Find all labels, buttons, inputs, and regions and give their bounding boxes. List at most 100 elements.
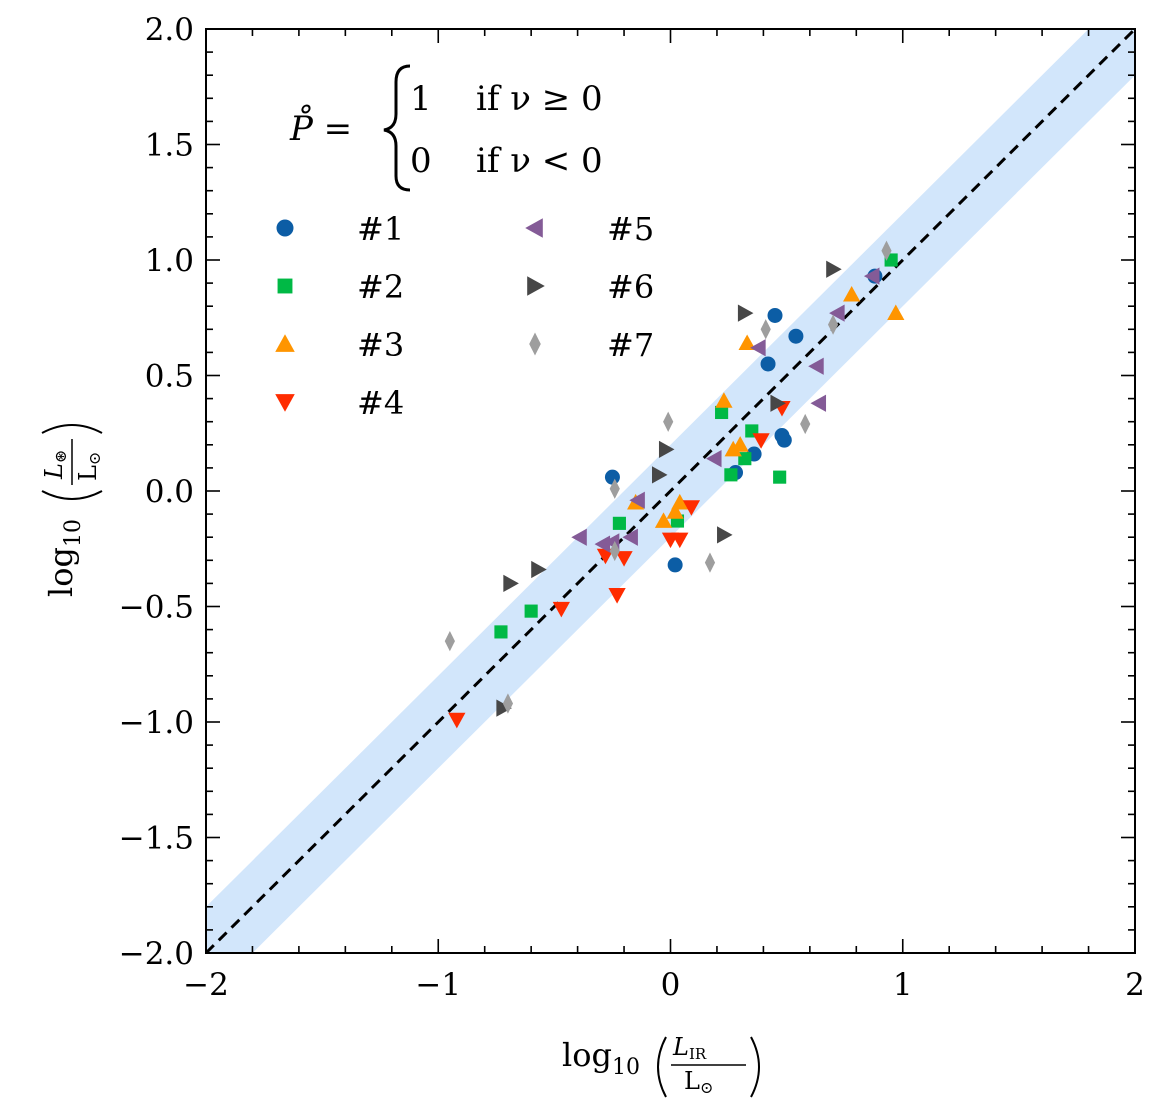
legend-marker: [527, 276, 545, 296]
data-point-series-3: [671, 493, 689, 510]
legend-label: #7: [607, 326, 654, 364]
x-axis-title: log10 L IR L⊙: [562, 1033, 760, 1098]
x-axis-left-paren: [657, 1036, 667, 1098]
legend-label: #3: [357, 326, 404, 364]
x-axis-den: L: [684, 1067, 700, 1095]
y-axis-den: L: [74, 465, 102, 481]
legend-marker: [277, 278, 293, 294]
data-point-series-2: [524, 604, 538, 618]
x-axis-log: log: [562, 1036, 612, 1074]
data-point-series-2: [494, 625, 508, 639]
piecewise-annotation: P̊ = 1 if ν ≥ 0 0 if ν < 0: [289, 64, 603, 192]
legend-item-4: #4: [275, 384, 404, 422]
data-point-series-3: [738, 334, 756, 351]
y-axis-right-paren: [41, 424, 103, 434]
x-tick-label: 0: [661, 967, 681, 1003]
y-axis-den-sub: ⊙: [85, 452, 104, 465]
data-point-series-7: [609, 478, 620, 499]
data-point-series-4: [552, 601, 570, 618]
annotation-brace: [383, 64, 411, 192]
y-tick-label: −1.0: [119, 705, 194, 741]
annotation-lhs: P̊ =: [289, 103, 352, 149]
axis-ticks: [205, 28, 1136, 954]
data-point-series-6: [658, 440, 675, 459]
data-point-series-2: [612, 516, 626, 530]
x-tick-label: −1: [415, 967, 461, 1003]
band-area: [206, 29, 1135, 953]
legend-label: #1: [357, 210, 404, 248]
data-point-series-7: [444, 631, 455, 652]
data-point-series-7: [800, 413, 811, 435]
annotation-case2-value: 0: [410, 141, 432, 181]
axis-tick-labels: −2 −1 0 1 2 −2.0 −1.5 −1.0 −0.5 0.0 0.5 1.0 1.5 2.0: [119, 12, 1145, 1003]
y-axis-num-sub: ⊛: [51, 450, 70, 463]
data-point-series-1: [760, 356, 776, 372]
data-point-series-6: [496, 699, 512, 717]
legend-marker: [275, 394, 295, 412]
data-point-series-5: [706, 450, 722, 468]
data-point-series-2: [715, 405, 729, 420]
data-point-series-5: [863, 267, 880, 285]
data-point-series-4: [615, 551, 633, 567]
x-axis-den-sub: ⊙: [700, 1078, 713, 1097]
y-tick-label: −2.0: [119, 936, 194, 972]
data-point-series-3: [724, 440, 742, 457]
y-axis-title: log10 L⊛ L⊙: [40, 424, 104, 597]
legend-marker: [275, 334, 295, 352]
data-point-series-6: [717, 526, 733, 544]
data-point-series-6: [737, 304, 754, 322]
svg-text:log10: log10: [562, 1036, 640, 1080]
data-point-series-7: [609, 540, 620, 562]
x-tick-label: 2: [1125, 967, 1145, 1003]
annotation-case2-condition: if ν < 0: [476, 141, 603, 181]
data-point-series-5: [594, 535, 611, 553]
data-point-series-3: [731, 436, 749, 452]
legend-item-1: #1: [276, 210, 404, 248]
data-point-series-2: [738, 452, 752, 466]
svg-text:log10: log10: [42, 519, 86, 597]
data-point-series-4: [608, 588, 626, 604]
data-point-series-1: [776, 432, 792, 448]
data-point-series-7: [827, 314, 839, 335]
x-axis-num-sub: IR: [689, 1045, 707, 1063]
data-point-series-5: [629, 491, 645, 509]
data-point-series-2: [724, 468, 738, 482]
legend-item-2: #2: [277, 268, 404, 306]
data-point-series-3: [715, 392, 733, 408]
svg-text:L⊙: L⊙: [74, 452, 104, 481]
data-point-series-5: [571, 528, 587, 546]
one-to-one-line: [206, 29, 1135, 953]
y-tick-label: 1.0: [145, 243, 194, 279]
annotation-case1-condition: if ν ≥ 0: [476, 79, 603, 119]
data-point-series-6: [503, 574, 519, 593]
data-point-series-6: [531, 560, 547, 579]
data-point-series-7: [881, 240, 892, 261]
data-point-series-6: [826, 260, 842, 278]
data-point-series-1: [767, 307, 783, 323]
legend-label: #4: [357, 384, 404, 422]
x-tick-label: 1: [893, 967, 913, 1003]
data-point-series-7: [704, 552, 716, 573]
y-axis-num: L: [40, 463, 68, 480]
svg-text:L⊙: L⊙: [684, 1067, 713, 1097]
x-axis-log-sub: 10: [612, 1055, 640, 1080]
data-point-series-1: [788, 328, 804, 344]
data-point-series-7: [760, 319, 771, 340]
svg-text:L⊛: L⊛: [40, 450, 70, 480]
y-tick-label: 0.5: [145, 359, 194, 395]
data-point-series-4: [682, 500, 701, 516]
data-point-series-4: [448, 712, 466, 729]
data-point-series-5: [808, 357, 824, 375]
x-tick-label: −2: [183, 967, 229, 1003]
series-2: [494, 253, 898, 639]
data-point-series-7: [502, 693, 514, 714]
legend-item-5: #5: [525, 210, 654, 248]
data-point-series-3: [666, 503, 684, 519]
series-4: [448, 400, 791, 729]
legend-marker: [529, 332, 541, 356]
annotation-case1-value: 1: [410, 79, 432, 119]
data-point-series-3: [887, 304, 905, 321]
identity-line: [206, 29, 1135, 953]
legend-marker: [525, 218, 543, 238]
